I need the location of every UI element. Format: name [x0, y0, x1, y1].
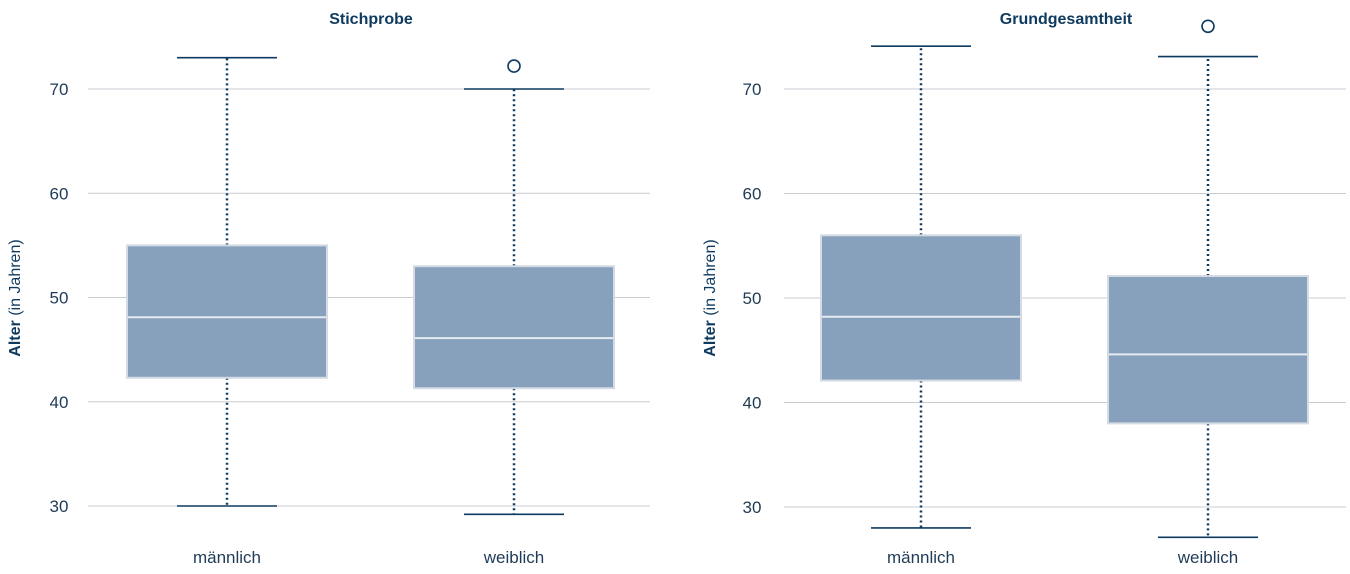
y-tick-label: 50: [50, 289, 69, 308]
x-category-label: männlich: [193, 548, 261, 567]
outlier-point: [1201, 19, 1215, 34]
y-tick-label: 30: [743, 498, 762, 517]
y-tick-label: 70: [743, 80, 762, 99]
y-tick-label: 40: [50, 393, 69, 412]
y-tick-label: 30: [50, 497, 69, 516]
box-iqr: [413, 265, 615, 390]
panel-2: 30 40 50 60 70 Grundgesamtheit Alter (in Jahre…: [702, 11, 1346, 567]
box-iqr: [820, 234, 1022, 382]
box-group-männlich: männlich: [126, 56, 328, 567]
y-axis-label: Alter (in Jahren): [702, 239, 719, 356]
box-group-männlich: männlich: [820, 45, 1022, 567]
box-iqr: [126, 244, 328, 379]
box-iqr: [1107, 275, 1309, 425]
box-group-weiblich: weiblich: [413, 59, 615, 567]
box-group-weiblich: weiblich: [1107, 19, 1309, 567]
y-axis-label-bold: Alter: [702, 320, 719, 356]
x-category-label: weiblich: [1177, 548, 1238, 567]
y-tick-label: 60: [743, 185, 762, 204]
y-tick-label: 50: [743, 289, 762, 308]
outlier-point: [507, 59, 521, 73]
y-axis-label-bold: Alter: [7, 320, 24, 356]
chart-title: Grundgesamtheit: [1000, 11, 1133, 28]
y-tick-label: 70: [50, 80, 69, 99]
x-category-label: weiblich: [483, 548, 544, 567]
y-tick-label: 40: [743, 394, 762, 413]
y-axis-label: Alter (in Jahren): [7, 239, 24, 356]
y-axis-label-unit: (in Jahren): [702, 239, 719, 320]
y-tick-label: 60: [50, 184, 69, 203]
panel-1: 30 40 50 60 70 Stichprobe Alter (in Jahren) män…: [7, 11, 650, 567]
chart-title: Stichprobe: [329, 11, 413, 28]
x-category-label: männlich: [887, 548, 955, 567]
y-axis-label-unit: (in Jahren): [7, 239, 24, 320]
